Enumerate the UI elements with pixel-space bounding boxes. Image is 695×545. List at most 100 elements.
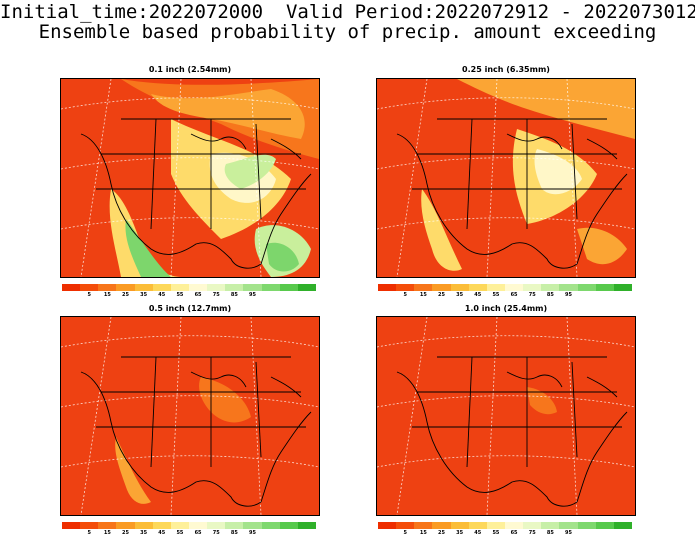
graticule-line	[566, 317, 578, 515]
colorbar-tick-label: 95	[249, 292, 256, 298]
boundary-line	[586, 138, 618, 160]
colorbar-tick-label: 85	[230, 292, 238, 298]
colorbar-segment	[243, 284, 262, 291]
colorbar-segment	[279, 522, 298, 529]
graticule-line	[170, 79, 182, 277]
colorbar-tick-label: 55	[176, 530, 184, 536]
colorbar-tick-label: 85	[230, 530, 238, 536]
graticule-line	[250, 317, 262, 515]
boundary-line	[260, 173, 312, 265]
boundary-line	[576, 173, 628, 265]
colorbar-tick-label: 15	[419, 292, 427, 298]
colorbar-segment	[396, 522, 415, 529]
colorbar-segment	[116, 284, 135, 291]
colorbar-segment	[170, 284, 189, 291]
header-line-1: Initial_time:2022072000 Valid Period:202…	[0, 1, 695, 23]
map-background	[377, 317, 635, 515]
colorbar-tick-label: 55	[492, 292, 500, 298]
colorbar-segment	[523, 522, 542, 529]
colorbar-tick-label: 95	[565, 530, 572, 536]
graticule-line	[170, 317, 182, 515]
boundary-line	[466, 356, 473, 468]
colorbar-tick-label: 25	[438, 292, 445, 298]
graticule-line	[377, 97, 635, 110]
colorbar-tick-label: 15	[103, 292, 111, 298]
colorbar-tick-label: 55	[176, 292, 184, 298]
header-line-2: Ensemble based probability of precip. am…	[38, 21, 657, 43]
graticule-line	[377, 217, 635, 230]
colorbar-segment	[80, 284, 99, 291]
boundary-line	[255, 361, 262, 458]
colorbar-tick-label: 25	[438, 530, 445, 536]
colorbar-segment	[468, 522, 487, 529]
colorbar-tick-label: 65	[194, 530, 202, 536]
probability-region	[577, 227, 627, 265]
colorbar-segment	[541, 284, 560, 291]
colorbar-segment	[414, 284, 433, 291]
probability-map-0p25	[377, 79, 635, 277]
boundary-line	[571, 361, 578, 458]
colorbar-tick-label: 5	[87, 292, 91, 298]
graticule-line	[566, 79, 578, 277]
colorbar-tick-label: 85	[546, 292, 554, 298]
colorbar-segment	[98, 522, 117, 529]
graticule-line	[61, 157, 319, 170]
colorbar-tick-label: 15	[419, 530, 427, 536]
probability-region	[199, 377, 251, 423]
colorbar-segment	[207, 522, 226, 529]
graticule-line	[61, 217, 319, 230]
panel-title-0p1: 0.1 inch (2.54mm)	[148, 65, 232, 74]
boundary-line	[466, 118, 473, 230]
colorbar-tick-label: 35	[140, 530, 148, 536]
probability-region	[534, 149, 582, 195]
probability-region	[115, 437, 151, 504]
boundary-line	[80, 371, 262, 507]
colorbar-segment	[432, 522, 451, 529]
colorbar-tick-label: 85	[546, 530, 554, 536]
probability-region	[266, 242, 299, 272]
colorbar-tick-label: 35	[456, 530, 464, 536]
colorbar-segment	[62, 522, 81, 529]
colorbar-segment	[486, 522, 505, 529]
colorbar-segment	[595, 522, 614, 529]
colorbar-segment	[523, 284, 542, 291]
graticule-line	[396, 79, 428, 277]
colorbar-tick-label: 5	[403, 292, 407, 298]
probability-region	[125, 219, 171, 277]
colorbar-tick-label: 35	[140, 292, 148, 298]
probability-region	[527, 387, 557, 415]
colorbar-segment	[297, 522, 316, 529]
probability-region	[457, 79, 635, 139]
colorbar-segment	[243, 522, 262, 529]
colorbar-segment	[450, 522, 469, 529]
colorbar-tick-label: 35	[456, 292, 464, 298]
colorbar-segment	[541, 522, 560, 529]
colorbar-segment	[595, 284, 614, 291]
colorbar-segment	[504, 522, 524, 529]
colorbar-segment	[378, 284, 397, 291]
colorbar-tick-label: 45	[158, 530, 166, 536]
colorbar-tick-label: 45	[474, 292, 482, 298]
graticule-line	[377, 395, 635, 408]
colorbar-tick-label: 55	[492, 530, 500, 536]
colorbar-tick-label: 15	[103, 530, 111, 536]
colorbar-ticks-0p5: 5 15 25 35 45 55 65 75 85 95	[62, 530, 316, 538]
colorbar-segment	[279, 284, 298, 291]
colorbar-segment	[188, 522, 208, 529]
colorbar-0p25	[378, 284, 632, 291]
colorbar-tick-label: 65	[510, 530, 518, 536]
colorbar-segment	[468, 284, 487, 291]
graticule-line	[377, 455, 635, 468]
colorbar-segment	[396, 284, 415, 291]
colorbar-segment	[559, 284, 578, 291]
colorbar-0p1	[62, 284, 316, 291]
colorbar-segment	[80, 522, 99, 529]
boundary-line	[506, 371, 563, 388]
boundary-line	[190, 133, 247, 150]
graticule-line	[486, 79, 498, 277]
boundary-line	[396, 371, 578, 507]
map-panel-0p1	[60, 78, 320, 278]
colorbar-segment	[613, 284, 632, 291]
colorbar-ticks-0p25: 5 15 25 35 45 55 65 75 85 95	[378, 292, 632, 300]
graticule-line	[80, 79, 112, 277]
